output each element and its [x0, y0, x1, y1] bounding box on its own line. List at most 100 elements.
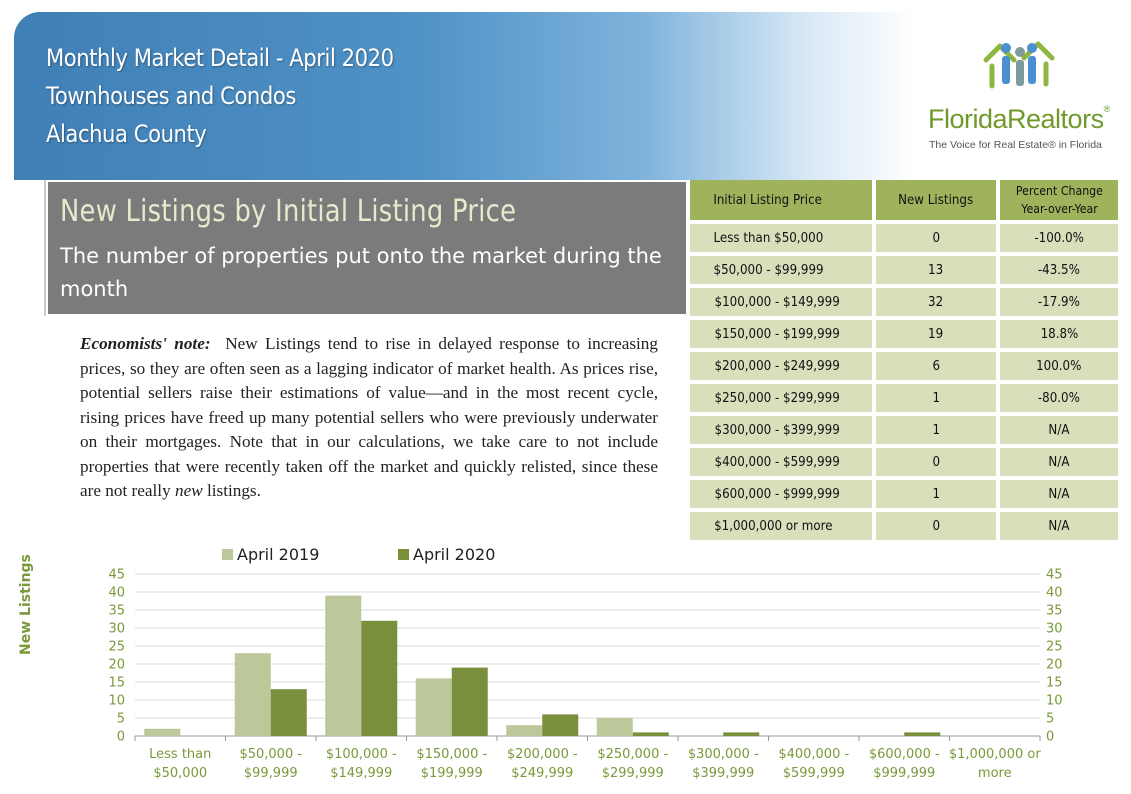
table-cell-price: $150,000 - $199,999 [690, 320, 872, 348]
table-cell-listings: 1 [876, 384, 996, 412]
x-tick-label: $600,000 - [869, 747, 940, 762]
legend-april-2019: April 2019 [222, 545, 319, 564]
y-tick-label-left: 30 [108, 622, 125, 637]
x-tick-label: $50,000 - [239, 747, 302, 762]
y-tick-label-right: 15 [1046, 676, 1063, 691]
table-cell-price: $1,000,000 or more [690, 512, 872, 540]
bar-april-2020 [451, 667, 488, 736]
x-tick-label: $200,000 - [507, 747, 578, 762]
table-cell-listings: 13 [876, 256, 996, 284]
x-tick-label: $300,000 - [688, 747, 759, 762]
y-tick-label-right: 45 [1046, 568, 1063, 583]
y-tick-label-left: 10 [108, 694, 125, 709]
table-cell-change: -80.0% [1000, 384, 1118, 412]
table-cell-change: -100.0% [1000, 224, 1118, 252]
x-tick-label: $250,000 - [597, 747, 668, 762]
bar-april-2020 [542, 714, 579, 736]
legend-swatch-2020 [398, 549, 409, 560]
bar-april-2020 [632, 732, 669, 736]
table-cell-price: $100,000 - $149,999 [690, 288, 872, 316]
x-tick-label: $150,000 - [416, 747, 487, 762]
table-header-price: Initial Listing Price [690, 180, 872, 220]
report-title: Monthly Market Detail - April 2020 [46, 44, 394, 72]
x-tick-label: $249,999 [511, 766, 573, 781]
bar-april-2019 [234, 653, 271, 736]
note-text-end: listings. [206, 481, 261, 500]
table-cell-listings: 32 [876, 288, 996, 316]
x-tick-label: $999,999 [873, 766, 935, 781]
y-tick-label-left: 15 [108, 676, 125, 691]
table-cell-price: $300,000 - $399,999 [690, 416, 872, 444]
y-tick-label-right: 35 [1046, 604, 1063, 619]
y-tick-label-left: 40 [108, 586, 125, 601]
y-tick-label-right: 0 [1046, 730, 1054, 745]
table-cell-price: $600,000 - $999,999 [690, 480, 872, 508]
y-tick-label-right: 40 [1046, 586, 1063, 601]
bar-april-2019 [144, 728, 181, 736]
table-cell-price: Less than $50,000 [690, 224, 872, 252]
x-tick-label: $1,000,000 or [949, 747, 1042, 762]
y-tick-label-left: 0 [117, 730, 125, 745]
table-cell-listings: 19 [876, 320, 996, 348]
table-cell-listings: 0 [876, 512, 996, 540]
bar-april-2019 [506, 725, 543, 736]
legend-label-2019: April 2019 [237, 545, 320, 564]
x-tick-label: $149,999 [330, 766, 392, 781]
table-cell-listings: 1 [876, 416, 996, 444]
table-cell-change: N/A [1000, 448, 1118, 476]
y-tick-label-right: 5 [1046, 712, 1054, 727]
note-emphasis: new [174, 481, 203, 500]
table-cell-listings: 6 [876, 352, 996, 380]
y-tick-label-left: 35 [108, 604, 125, 619]
y-tick-label-right: 10 [1046, 694, 1063, 709]
table-cell-price: $200,000 - $249,999 [690, 352, 872, 380]
economists-note: Economists' note: New Listings tend to r… [80, 332, 658, 504]
y-tick-label-right: 30 [1046, 622, 1063, 637]
table-cell-listings: 0 [876, 224, 996, 252]
logo-tagline: The Voice for Real Estate® in Florida [929, 139, 1102, 151]
legend-label-2020: April 2020 [413, 545, 496, 564]
note-text: New Listings tend to rise in delayed res… [80, 334, 658, 500]
x-tick-label: $599,999 [783, 766, 845, 781]
table-cell-listings: 0 [876, 448, 996, 476]
x-tick-label: $400,000 - [778, 747, 849, 762]
table-cell-price: $250,000 - $299,999 [690, 384, 872, 412]
bar-april-2020 [361, 620, 398, 736]
y-tick-label-left: 5 [117, 712, 125, 727]
bar-april-2019 [415, 678, 452, 736]
table-cell-change: N/A [1000, 480, 1118, 508]
bar-april-2019 [325, 595, 362, 736]
y-tick-label-left: 45 [108, 568, 125, 583]
y-tick-label-right: 20 [1046, 658, 1063, 673]
y-tick-label-left: 20 [108, 658, 125, 673]
table-cell-change: -17.9% [1000, 288, 1118, 316]
legend-april-2020: April 2020 [398, 545, 495, 564]
table-cell-price: $50,000 - $99,999 [690, 256, 872, 284]
x-tick-label: $399,999 [692, 766, 754, 781]
header-banner [14, 12, 914, 180]
table-cell-price: $400,000 - $599,999 [690, 448, 872, 476]
table-cell-listings: 1 [876, 480, 996, 508]
y-tick-label-right: 25 [1046, 640, 1063, 655]
table-cell-change: -43.5% [1000, 256, 1118, 284]
x-tick-label: $99,999 [244, 766, 298, 781]
note-label: Economists' note: [80, 334, 211, 353]
property-type: Townhouses and Condos [46, 82, 296, 110]
y-tick-label-left: 25 [108, 640, 125, 655]
bar-april-2019 [596, 718, 633, 736]
x-tick-label: $50,000 [153, 766, 207, 781]
x-tick-label: $100,000 - [326, 747, 397, 762]
table-header-listings: New Listings [876, 180, 996, 220]
section-title-panel: New Listings by Initial Listing Price Th… [46, 180, 688, 316]
x-tick-label: $299,999 [602, 766, 664, 781]
table-header-change: Percent Change Year-over-Year [1000, 180, 1118, 220]
table-cell-change: 100.0% [1000, 352, 1118, 380]
table-cell-change: N/A [1000, 512, 1118, 540]
bar-april-2020 [723, 732, 760, 736]
section-subtitle: The number of properties put onto the ma… [60, 244, 662, 301]
x-tick-label: $199,999 [421, 766, 483, 781]
x-tick-label: Less than [149, 747, 211, 762]
bar-april-2020 [904, 732, 941, 736]
x-tick-label: more [978, 766, 1012, 781]
county-name: Alachua County [46, 120, 207, 148]
